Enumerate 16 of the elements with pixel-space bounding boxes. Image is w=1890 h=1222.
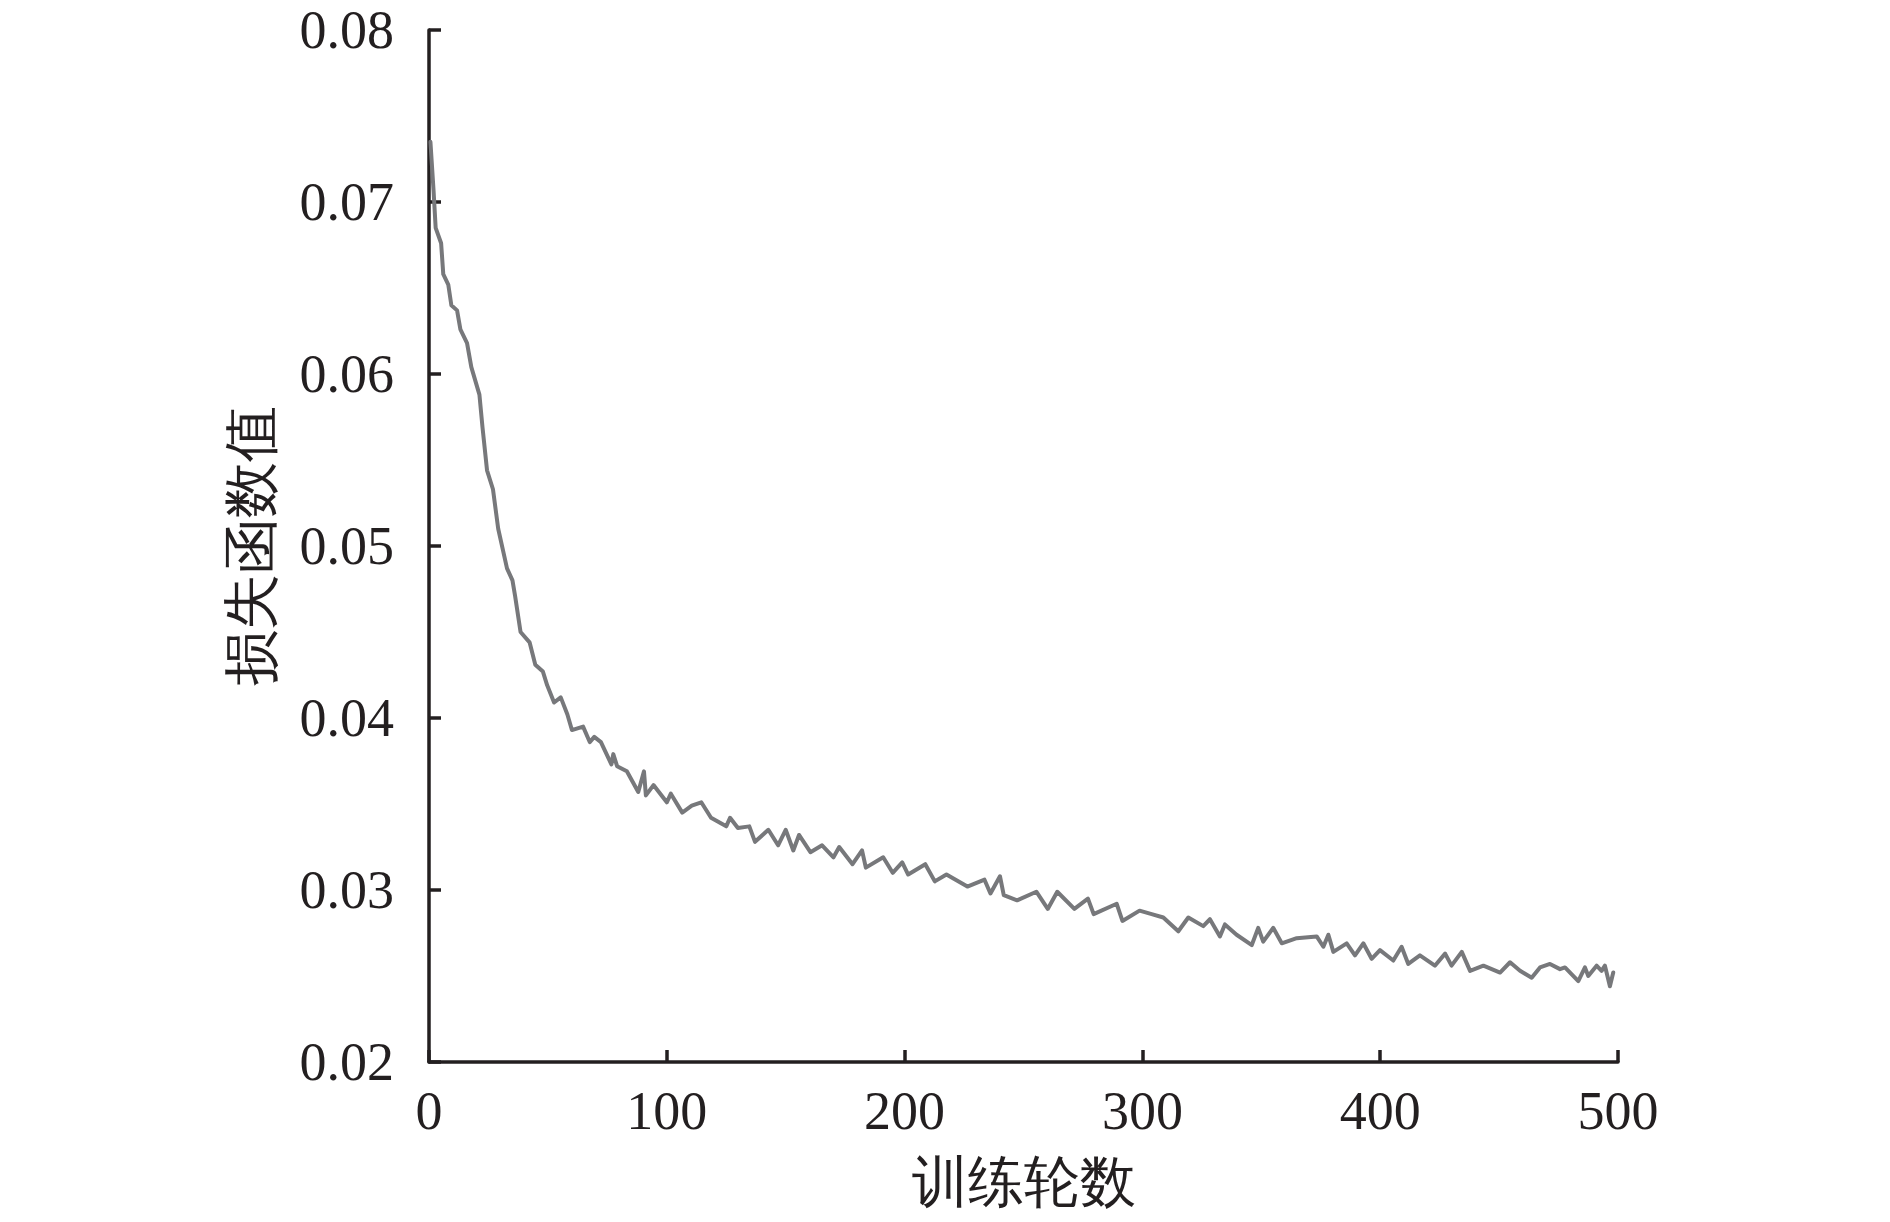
y-tick-label: 0.04 [299,688,394,748]
y-tick-label: 0.05 [299,516,394,576]
line-series [428,139,1616,989]
x-tick-label: 300 [1101,1081,1183,1141]
y-tick-label: 0.07 [299,172,394,232]
y-tick-label: 0.06 [299,344,394,404]
y-tick-label: 0.03 [299,860,394,920]
x-tick-label: 200 [864,1081,946,1141]
x-axis-title: 训练轮数 [911,1151,1136,1213]
x-tick-label: 100 [626,1081,708,1141]
y-tick-label: 0.08 [299,0,394,60]
x-tick-label: 400 [1339,1081,1421,1141]
x-tick-label: 0 [415,1081,443,1141]
y-axis-title: 损失函数值 [220,406,282,686]
x-tick-label: 500 [1577,1081,1659,1141]
y-tick-label: 0.02 [299,1032,394,1092]
